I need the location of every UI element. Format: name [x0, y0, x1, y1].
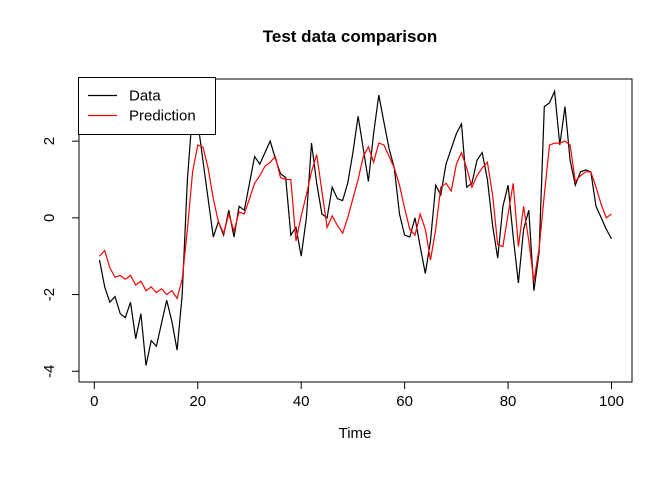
axes: 0 20 40 60 80 100 -4 -2 0 2 — [41, 78, 633, 410]
x-tick-label: 40 — [293, 393, 310, 410]
legend-label-data: Data — [129, 88, 161, 105]
legend-label-prediction: Prediction — [129, 108, 196, 125]
x-axis-label: Time — [339, 425, 372, 442]
plot-box — [78, 78, 633, 383]
x-tick-label: 100 — [599, 393, 624, 410]
series-lines — [98, 88, 613, 366]
y-tick-label: 0 — [41, 214, 58, 222]
y-tick-label: -2 — [41, 288, 58, 301]
y-tick-label: -4 — [41, 365, 58, 378]
y-tick-label: 2 — [41, 137, 58, 145]
chart-title: Test data comparison — [263, 27, 437, 46]
prediction-series-line — [99, 140, 612, 300]
x-tick-label: 0 — [90, 393, 98, 410]
x-tick-label: 60 — [396, 393, 413, 410]
legend: Data Prediction — [78, 77, 216, 135]
legend-box — [78, 77, 216, 135]
x-tick-label: 80 — [500, 393, 517, 410]
x-tick-label: 20 — [189, 393, 206, 410]
